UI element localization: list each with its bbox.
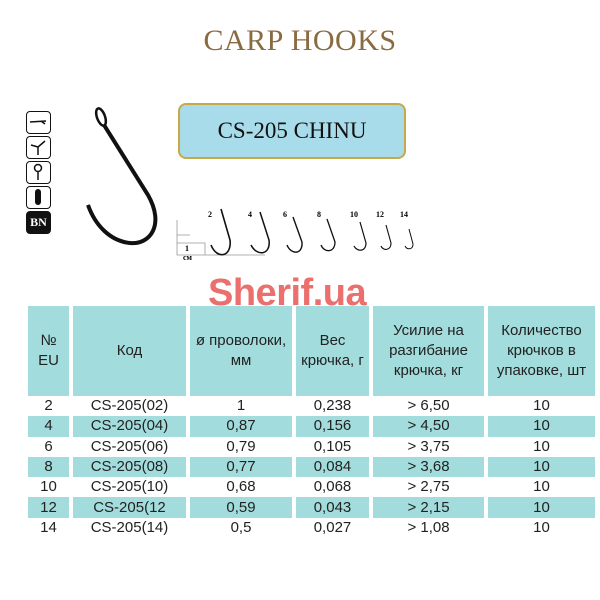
cell-size: 10 (40, 478, 57, 496)
header-wire: ø проволоки, мм (190, 306, 292, 396)
cell-weight: 0,027 (313, 518, 352, 536)
hook-size-chart: 1 см 2 4 6 8 10 12 14 (176, 208, 414, 262)
cell-wire: 0,5 (230, 518, 252, 536)
table-row: 6 CS-205(06) 0,79 0,105 > 3,75 10 (28, 437, 595, 457)
cell-weight: 0,084 (296, 456, 369, 478)
cell-code: CS-205(10) (90, 478, 169, 496)
cell-wire: 0,79 (226, 437, 256, 455)
cell-quantity: 10 (488, 497, 595, 518)
cell-weight: 0,156 (296, 416, 369, 437)
cell-strength: > 2,15 (373, 497, 484, 518)
svg-text:6: 6 (283, 210, 287, 219)
cell-code: CS-205(04) (73, 416, 186, 437)
cell-size: 6 (44, 437, 53, 455)
hook-size-4: 4 (248, 210, 270, 254)
cell-code: CS-205(02) (90, 397, 169, 415)
cell-strength: > 2,75 (407, 478, 450, 496)
straight-point-icon (26, 136, 51, 159)
cell-code: CS-205(14) (90, 518, 169, 536)
table-row: 14 CS-205(14) 0,5 0,027 > 1,08 10 (28, 518, 595, 538)
svg-text:14: 14 (400, 210, 408, 219)
cell-wire: 0,59 (190, 497, 292, 518)
page-title: CARP HOOKS (203, 24, 397, 57)
table-row: 4 CS-205(04) 0,87 0,156 > 4,50 10 (28, 416, 595, 437)
scale-value: 1 (185, 244, 189, 253)
cell-quantity: 10 (533, 518, 550, 536)
feature-icons: BN (26, 111, 53, 236)
table-row: 8 CS-205(08) 0,77 0,084 > 3,68 10 (28, 456, 595, 478)
header-code: Код (73, 306, 186, 396)
cell-size: 4 (28, 416, 69, 437)
ring-shank-icon (26, 186, 51, 209)
hook-illustration (86, 107, 158, 246)
hook-size-2: 2 (208, 208, 231, 256)
hook-size-8: 8 (317, 210, 336, 252)
cell-strength: > 4,50 (373, 416, 484, 437)
bn-finish-icon: BN (26, 211, 51, 234)
header-size: № EU (28, 306, 69, 396)
cell-quantity: 10 (533, 478, 550, 496)
table-row: 10 CS-205(10) 0,68 0,068 > 2,75 10 (28, 477, 595, 497)
cell-wire: 1 (236, 397, 246, 415)
cell-code: CS-205(06) (90, 437, 169, 455)
cell-wire: 0,68 (226, 478, 256, 496)
cell-weight: 0,238 (313, 397, 352, 415)
cell-strength: > 1,08 (407, 518, 450, 536)
hook-size-14: 14 (400, 210, 414, 250)
cell-wire: 0,77 (190, 456, 292, 478)
table-row: 12 CS-205(12 0,59 0,043 > 2,15 10 (28, 497, 595, 518)
barbed-point-icon (26, 111, 51, 134)
header-quantity: Количество крючков в упаковке, шт (488, 306, 595, 396)
hook-size-6: 6 (283, 210, 303, 253)
cell-code: CS-205(08) (73, 456, 186, 478)
ringed-eye-icon (26, 161, 51, 184)
cell-quantity: 10 (488, 456, 595, 478)
specs-table: № EU Код ø проволоки, мм Вес крючка, г У… (24, 306, 599, 538)
svg-text:2: 2 (208, 210, 212, 219)
svg-text:10: 10 (350, 210, 358, 219)
cell-strength: > 6,50 (407, 397, 450, 415)
hook-size-10: 10 (350, 210, 367, 251)
cell-size: 14 (40, 518, 57, 536)
scale-unit: см (183, 253, 193, 262)
cell-size: 12 (28, 497, 69, 518)
cell-wire: 0,87 (190, 416, 292, 437)
svg-text:4: 4 (248, 210, 252, 219)
cell-strength: > 3,68 (373, 456, 484, 478)
cell-weight: 0,068 (313, 478, 352, 496)
svg-text:8: 8 (317, 210, 321, 219)
cell-quantity: 10 (533, 437, 550, 455)
cell-code: CS-205(12 (73, 497, 186, 518)
cell-weight: 0,105 (313, 437, 352, 455)
cell-quantity: 10 (533, 397, 550, 415)
svg-text:12: 12 (376, 210, 384, 219)
cell-weight: 0,043 (296, 497, 369, 518)
hook-size-12: 12 (376, 210, 392, 250)
table-header-row: № EU Код ø проволоки, мм Вес крючка, г У… (28, 306, 595, 396)
header-weight: Вес крючка, г (296, 306, 369, 396)
cell-size: 2 (44, 397, 53, 415)
cell-size: 8 (28, 456, 69, 478)
table-row: 2 CS-205(02) 1 0,238 > 6,50 10 (28, 396, 595, 416)
cell-strength: > 3,75 (407, 437, 450, 455)
model-label: CS-205 CHINU (178, 103, 406, 159)
cell-quantity: 10 (488, 416, 595, 437)
header-strength: Усилие на разгибание крючка, кг (373, 306, 484, 396)
